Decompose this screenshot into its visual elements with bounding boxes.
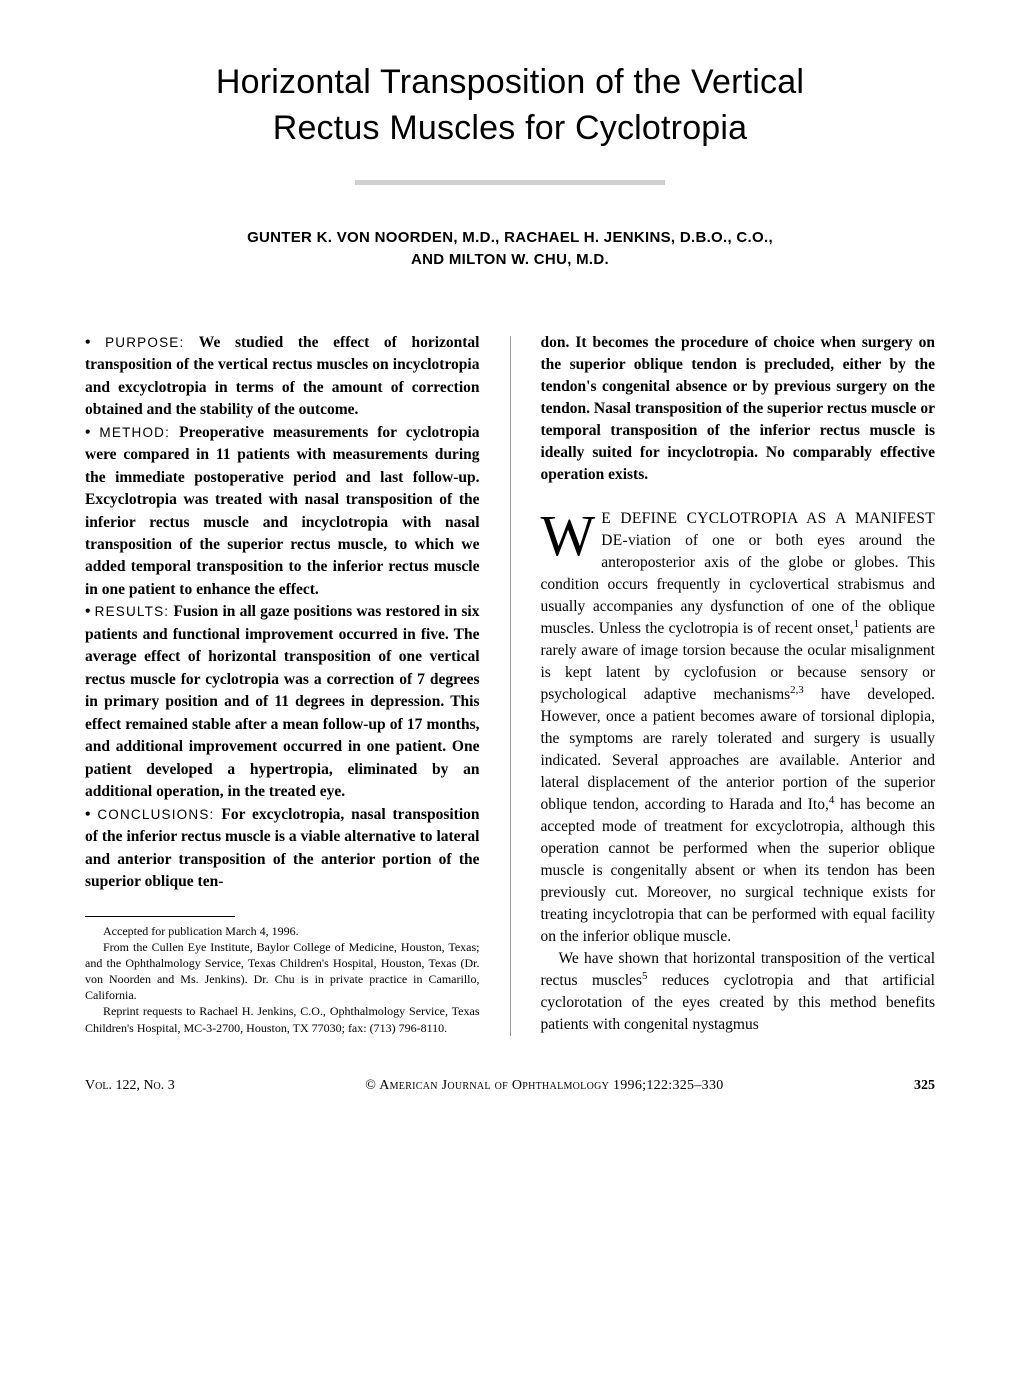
intro-after-4: has become an accepted mode of treatment… — [541, 796, 936, 945]
footer-page-number: 325 — [914, 1078, 935, 1094]
authors-line-1: GUNTER K. VON NOORDEN, M.D., RACHAEL H. … — [247, 229, 773, 246]
abstract-conclusions: • CONCLUSIONS: For excyclotropia, nasal … — [85, 804, 480, 894]
footnote-accepted: Accepted for publication March 4, 1996. — [85, 923, 480, 939]
intro-paragraph-1: WE DEFINE CYCLOTROPIA AS A MANIFEST DE-v… — [541, 508, 936, 948]
title-line-2: Rectus Muscles for Cyclotropia — [273, 109, 748, 147]
two-column-layout: • PURPOSE: We studied the effect of hori… — [85, 332, 935, 1036]
purpose-label: PURPOSE: — [105, 335, 184, 350]
footer-volume: Vol. 122, No. 3 — [85, 1078, 175, 1094]
left-column: • PURPOSE: We studied the effect of hori… — [85, 332, 480, 1036]
abstract-block: • PURPOSE: We studied the effect of hori… — [85, 332, 480, 894]
abstract-method: • METHOD: Preoperative measurements for … — [85, 422, 480, 602]
page-footer: Vol. 122, No. 3 © American Journal of Op… — [85, 1078, 935, 1094]
footer-journal: © American Journal of Ophthalmology 1996… — [365, 1078, 723, 1094]
footnote-reprint: Reprint requests to Rachael H. Jenkins, … — [85, 1003, 480, 1035]
dropcap-w: W — [541, 508, 602, 560]
footnote-from: From the Cullen Eye Institute, Baylor Co… — [85, 939, 480, 1004]
abstract-continuation: don. It becomes the procedure of choice … — [541, 332, 936, 486]
citation-23: 2,3 — [790, 684, 804, 696]
footnotes-divider — [85, 916, 235, 917]
method-text: Preoperative measurements for cyclotropi… — [85, 424, 480, 598]
intro-after-23: have developed. However, once a patient … — [541, 686, 936, 813]
title-rule — [355, 180, 665, 185]
authors-block: GUNTER K. VON NOORDEN, M.D., RACHAEL H. … — [85, 227, 935, 272]
article-title: Horizontal Transposition of the Vertical… — [85, 60, 935, 152]
results-label: RESULTS: — [95, 604, 170, 619]
authors-line-2: AND MILTON W. CHU, M.D. — [411, 251, 609, 268]
results-text: Fusion in all gaze positions was restore… — [85, 603, 480, 800]
intro-paragraph-2: We have shown that horizontal transposit… — [541, 948, 936, 1036]
right-column: don. It becomes the procedure of choice … — [541, 332, 936, 1036]
footnotes-block: Accepted for publication March 4, 1996. … — [85, 923, 480, 1036]
abstract-purpose: • PURPOSE: We studied the effect of hori… — [85, 332, 480, 422]
column-divider — [510, 336, 511, 1036]
abstract-results: • RESULTS: Fusion in all gaze positions … — [85, 601, 480, 803]
method-label: METHOD: — [99, 425, 170, 440]
title-line-1: Horizontal Transposition of the Vertical — [216, 63, 804, 101]
conclusions-label: CONCLUSIONS: — [97, 807, 214, 822]
